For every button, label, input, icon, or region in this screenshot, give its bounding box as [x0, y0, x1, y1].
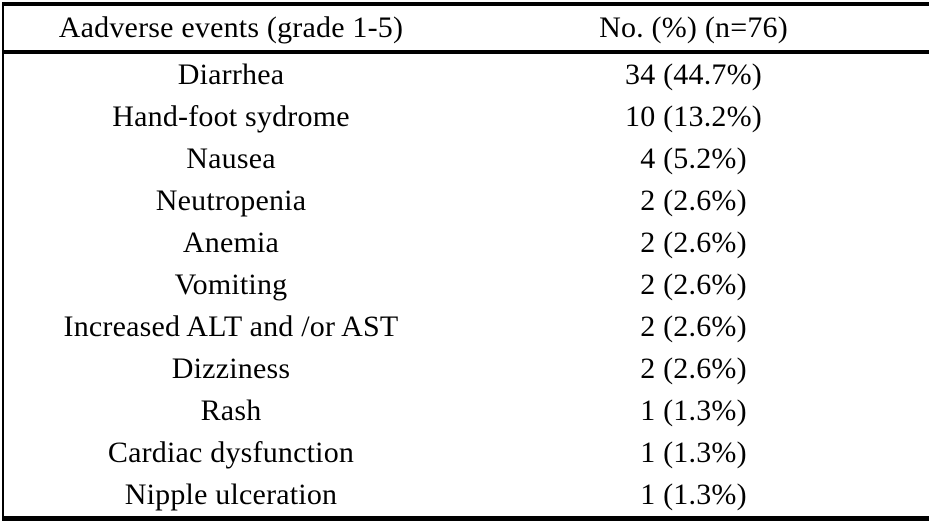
- table-row: Nausea 4 (5.2%): [3, 138, 929, 180]
- value-cell: 2 (2.6%): [640, 310, 747, 343]
- table-row: Rash 1 (1.3%): [3, 390, 929, 432]
- table-row: Vomiting 2 (2.6%): [3, 264, 929, 306]
- event-cell: Dizziness: [171, 352, 291, 385]
- event-cell: Nipple ulceration: [124, 478, 338, 511]
- table-row: Hand-foot sydrome 10 (13.2%): [3, 96, 929, 138]
- column-header-adverse-events: Aadverse events (grade 1-5): [3, 4, 458, 54]
- value-cell: 4 (5.2%): [640, 142, 747, 175]
- event-cell: Vomiting: [174, 268, 288, 301]
- event-cell: Hand-foot sydrome: [112, 100, 350, 133]
- event-cell: Anemia: [182, 226, 280, 259]
- value-cell: 1 (1.3%): [640, 478, 747, 511]
- table-row: Nipple ulceration 1 (1.3%): [3, 474, 929, 519]
- table-row: Increased ALT and /or AST 2 (2.6%): [3, 306, 929, 348]
- value-cell: 2 (2.6%): [640, 352, 747, 385]
- header-row: Aadverse events (grade 1-5) No. (%) (n=7…: [3, 4, 929, 54]
- table-row: Diarrhea 34 (44.7%): [3, 52, 929, 96]
- table-row: Cardiac dysfunction 1 (1.3%): [3, 432, 929, 474]
- value-cell: 2 (2.6%): [640, 184, 747, 217]
- value-cell: 2 (2.6%): [640, 268, 747, 301]
- event-cell: Nausea: [186, 142, 276, 175]
- value-cell: 1 (1.3%): [640, 436, 747, 469]
- event-cell: Increased ALT and /or AST: [63, 310, 399, 343]
- value-cell: 10 (13.2%): [625, 100, 762, 133]
- table-row: Dizziness 2 (2.6%): [3, 348, 929, 390]
- value-cell: 34 (44.7%): [625, 58, 762, 91]
- table-row: Neutropenia 2 (2.6%): [3, 180, 929, 222]
- event-cell: Cardiac dysfunction: [107, 436, 355, 469]
- value-cell: 2 (2.6%): [640, 226, 747, 259]
- event-cell: Rash: [200, 394, 262, 427]
- column-header-count-percent: No. (%) (n=76): [458, 4, 929, 54]
- event-cell: Neutropenia: [155, 184, 307, 217]
- value-cell: 1 (1.3%): [640, 394, 747, 427]
- table-row: Anemia 2 (2.6%): [3, 222, 929, 264]
- event-cell: Diarrhea: [177, 58, 285, 91]
